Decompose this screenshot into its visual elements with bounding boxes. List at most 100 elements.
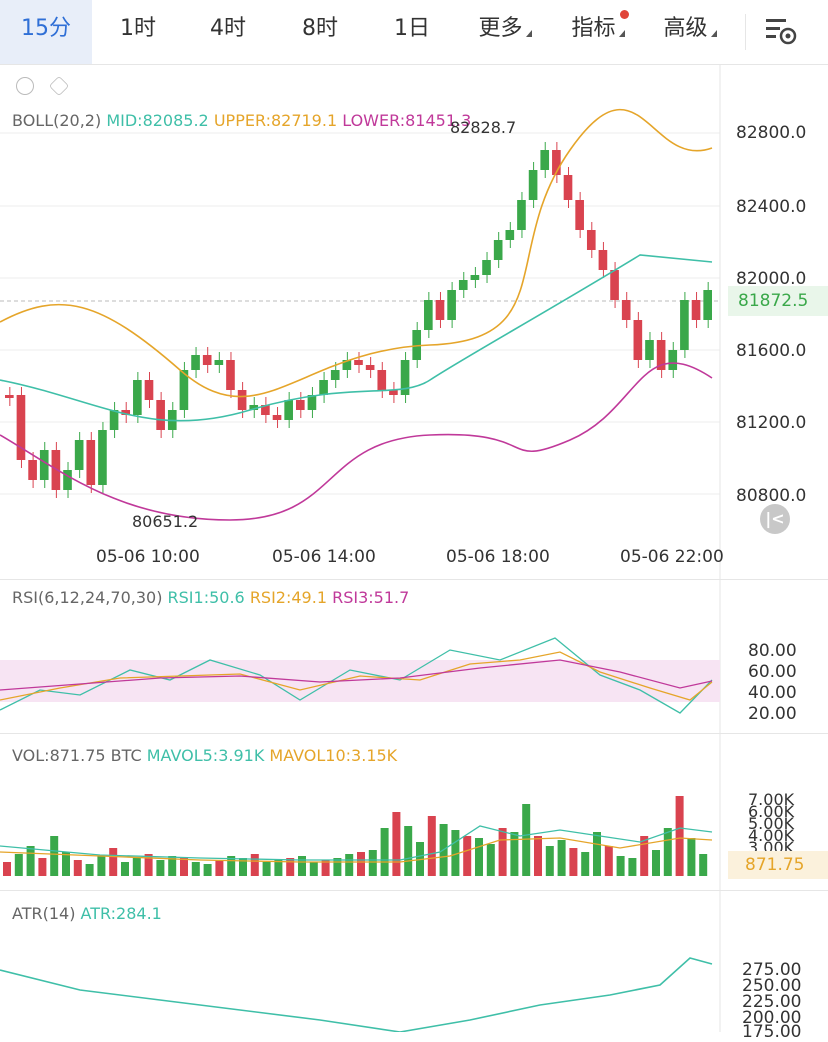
candle-body [552, 150, 561, 175]
dropdown-icon [525, 30, 532, 37]
candle-body [5, 395, 14, 398]
volume-bar [309, 862, 318, 876]
volume-bar [109, 848, 118, 876]
candle-body [237, 390, 247, 410]
divider [0, 579, 828, 580]
mavol10-line [0, 837, 713, 863]
volume-bar [85, 864, 94, 876]
candle-body [517, 200, 526, 230]
candle-body [342, 360, 352, 370]
tab-label: 指标 [571, 16, 616, 41]
vol-current-badge [728, 851, 828, 879]
volume-bar [498, 828, 507, 876]
vol-tick: 5.00K [748, 814, 795, 833]
tab-8h[interactable]: 8时 [282, 0, 358, 64]
candle-body [284, 400, 293, 420]
volume-bar [486, 844, 495, 876]
vol-tick: 7.00K [748, 790, 795, 809]
boll-upper: UPPER:82719.1 [213, 111, 338, 130]
rsi2-line [0, 651, 713, 701]
candle-body [493, 240, 503, 260]
rsi2-value: RSI2:49.1 [249, 588, 327, 607]
volume-bar [545, 846, 554, 876]
volume-bar [663, 828, 672, 876]
atr-line [0, 957, 713, 1032]
time-tick: 05-06 22:00 [620, 547, 724, 567]
candle-body [365, 365, 375, 370]
tab-label: 高级 [663, 16, 708, 41]
volume-bar [616, 856, 625, 876]
atr-tick: 200.00 [742, 1008, 802, 1028]
candle-body [249, 405, 259, 410]
tab-label: 8时 [302, 16, 338, 41]
tab-label: 1时 [120, 16, 156, 41]
volume-bar [404, 826, 413, 876]
volume-bar [286, 858, 295, 876]
atr-tick: 250.00 [742, 976, 802, 996]
boll-mid-line [0, 254, 713, 422]
candle-body [63, 470, 72, 490]
candle-body [261, 405, 270, 415]
high-label: 82828.7 [450, 118, 517, 137]
volume-bar [191, 862, 200, 876]
volume-bar [203, 864, 212, 876]
candle-body [400, 360, 410, 395]
dropdown-icon [618, 30, 625, 37]
divider [0, 890, 828, 891]
tab-4h[interactable]: 4时 [190, 0, 266, 64]
tab-advanced[interactable]: 高级 [654, 0, 726, 64]
candle-body [133, 380, 142, 415]
volume-bar [345, 854, 354, 876]
candle-body [482, 260, 491, 275]
tab-1d[interactable]: 1日 [374, 0, 450, 64]
scroll-to-latest-icon[interactable]: |< [760, 504, 790, 534]
volume-bar [227, 856, 236, 876]
collapse-icon[interactable] [16, 77, 34, 95]
volume-bar [250, 854, 259, 876]
candle-body [505, 230, 515, 240]
tab-1h[interactable]: 1时 [100, 0, 176, 64]
boll-lower-line [0, 362, 713, 521]
candle-body [656, 340, 666, 370]
candle-body [633, 320, 643, 360]
tab-15min[interactable]: 15分 [0, 0, 92, 64]
volume-bar [144, 854, 153, 876]
volume-bar [451, 830, 460, 876]
volume-bar [475, 838, 483, 876]
price-tick: 82400.0 [736, 197, 807, 217]
candle-body [377, 370, 387, 390]
tab-indicators[interactable]: 指标 [562, 0, 634, 64]
volume-bar [510, 832, 519, 876]
notification-dot [620, 10, 629, 19]
candle-body [74, 440, 84, 470]
volume-bar [132, 858, 141, 876]
volume-bar [97, 856, 106, 876]
volume-bar [121, 862, 129, 876]
candle-body [540, 150, 550, 170]
current-price-badge [728, 286, 828, 316]
price-tick: 81600.0 [736, 341, 807, 361]
candle-body [109, 410, 119, 430]
candle-body [330, 370, 340, 380]
candle-body [272, 415, 282, 420]
vol-label: VOL:871.75 BTC [12, 746, 142, 765]
current-price: 81872.5 [738, 291, 809, 311]
tab-more[interactable]: 更多 [468, 0, 542, 64]
settings-icon[interactable] [764, 16, 800, 46]
candle-body [121, 410, 131, 415]
candle-body [598, 250, 608, 270]
candle-body [563, 175, 573, 200]
rsi-label: RSI(6,12,24,70,30) [12, 588, 163, 607]
candle-body [586, 230, 596, 250]
volume-bar [73, 860, 82, 876]
volume-bar [298, 856, 306, 876]
volume-bar [3, 862, 11, 876]
volume-bar [522, 804, 531, 876]
volume-bar [50, 836, 59, 876]
volume-bar [640, 836, 649, 876]
candle-body [528, 170, 538, 200]
candle-body [307, 395, 317, 410]
candle-body [51, 450, 61, 490]
mavol5-line [0, 825, 713, 861]
